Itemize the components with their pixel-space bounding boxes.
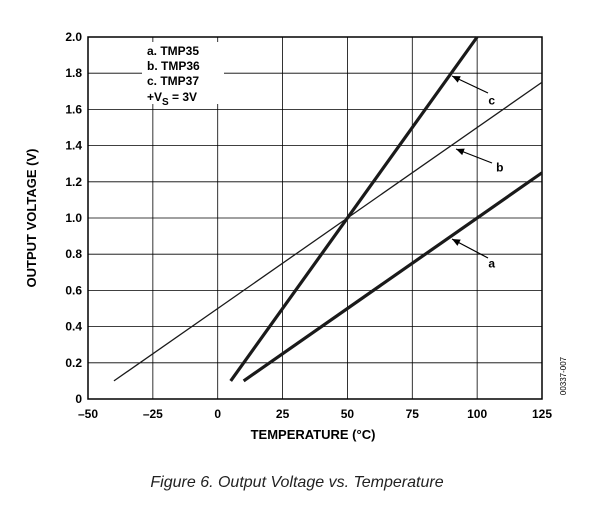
y-axis-label: OUTPUT VOLTAGE (V)	[24, 149, 39, 288]
annotation-label-c: c	[488, 93, 495, 107]
legend-box	[142, 42, 224, 104]
series-line-b	[113, 81, 543, 382]
series-line-a	[242, 171, 543, 383]
legend-supply: +VS = 3V	[147, 90, 197, 108]
series-lines	[113, 36, 543, 383]
x-tick-label: 125	[532, 407, 552, 421]
figure-code: 00337-007	[559, 356, 568, 395]
y-tick-label: 0.8	[65, 247, 82, 261]
legend-supply-value: = 3V	[169, 90, 197, 104]
y-tick-label: 0.6	[65, 283, 82, 297]
annotation-arrowhead-c	[452, 76, 461, 83]
legend-supply-prefix: +V	[147, 90, 162, 104]
legend-item-a: a. TMP35	[147, 44, 199, 58]
y-tick-label: 1.0	[65, 211, 82, 225]
x-tick-label: –50	[78, 407, 98, 421]
annotation-arrowhead-b	[456, 148, 465, 156]
x-tick-label: 50	[341, 407, 355, 421]
y-tick-label: 2.0	[65, 30, 82, 44]
y-tick-label: 0.4	[65, 320, 82, 334]
annotation-label-b: b	[496, 160, 503, 174]
plot-frame	[87, 36, 543, 400]
legend-item-b: b. TMP36	[147, 59, 200, 73]
y-tick-label: 0	[75, 392, 82, 406]
legend-item-c: c. TMP37	[147, 74, 199, 88]
x-tick-label: 0	[214, 407, 221, 421]
x-tick-label: 100	[467, 407, 487, 421]
y-tick-label: 1.8	[65, 66, 82, 80]
series-annotations: a b c	[451, 75, 503, 270]
x-axis-label: TEMPERATURE (°C)	[251, 427, 376, 442]
annotation-label-a: a	[488, 256, 495, 270]
y-axis-ticks: 0 0.2 0.4 0.6 0.8 1.0 1.2 1.4 1.6 1.8 2.0	[65, 30, 82, 406]
legend-supply-subscript: S	[162, 97, 169, 108]
annotation-arrowhead-a	[452, 239, 461, 246]
figure-caption: Figure 6. Output Voltage vs. Temperature	[150, 474, 443, 491]
y-tick-label: 0.2	[65, 356, 82, 370]
y-tick-label: 1.4	[65, 139, 82, 153]
x-tick-label: 25	[276, 407, 290, 421]
series-line-c	[229, 36, 479, 382]
x-axis-ticks: –50 –25 0 25 50 75 100 125	[78, 407, 552, 421]
x-tick-label: –25	[143, 407, 163, 421]
y-tick-label: 1.6	[65, 102, 82, 116]
x-tick-label: 75	[406, 407, 420, 421]
y-tick-label: 1.2	[65, 175, 82, 189]
